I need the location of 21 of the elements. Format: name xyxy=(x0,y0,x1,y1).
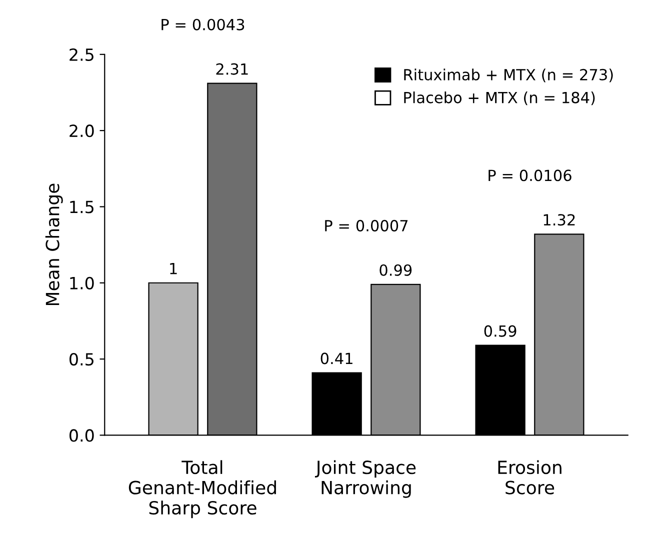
data-label: 0.41 xyxy=(320,352,352,364)
annotation: P = 0.0007 xyxy=(325,220,408,232)
data-label: 0.99 xyxy=(380,264,412,276)
x-tick-label: Joint Space Narrowing xyxy=(314,460,416,498)
legend-label: Rituximab + MTX (n = 273) xyxy=(404,68,613,82)
text: P = 0.0043 xyxy=(162,18,244,30)
x-tick-label: Total Genant-Modified Sharp Score xyxy=(128,460,276,518)
y-tick-label: 1.5 xyxy=(70,200,94,214)
data-label: 1.32 xyxy=(544,214,575,226)
y-tick-label: 0.0 xyxy=(70,429,94,442)
data-label: 0.59 xyxy=(484,325,516,337)
y-tick-label: 1.0 xyxy=(70,276,94,290)
y-axis-title: Mean Change xyxy=(45,184,63,306)
annotation: P = 0.0106 xyxy=(488,170,572,182)
legend-label: Placebo + MTX (n = 184) xyxy=(404,91,595,106)
y-tick-label: 2.0 xyxy=(70,124,94,138)
data-label: 2.31 xyxy=(216,63,248,75)
y-tick-label: 0.5 xyxy=(70,353,94,366)
y-tick-label: 2.5 xyxy=(70,48,94,61)
x-tick-label: Erosion Score xyxy=(498,460,562,494)
data-label: 1 xyxy=(170,263,177,274)
